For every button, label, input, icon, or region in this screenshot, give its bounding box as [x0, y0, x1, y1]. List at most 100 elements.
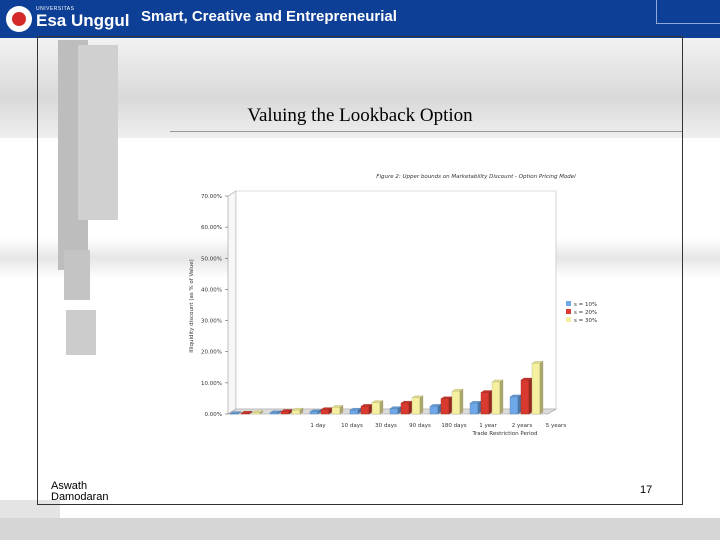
legend-swatch: [566, 317, 571, 322]
header-corner-box: [656, 0, 720, 24]
bar: [280, 409, 293, 415]
bottom-bar: [0, 518, 720, 540]
page-number: 17: [640, 484, 653, 496]
bar: [331, 405, 344, 415]
bar-side: [259, 410, 264, 415]
x-tick-label: 10 days: [341, 423, 363, 429]
bar-front: [320, 409, 330, 415]
decor-square: [64, 250, 90, 300]
legend-label: s = 20%: [574, 310, 597, 316]
bar-front: [440, 398, 450, 415]
y-tick-label: 50.00%: [201, 256, 222, 262]
logo-name: Esa Unggul: [36, 11, 130, 30]
x-tick-label: 90 days: [409, 423, 431, 429]
bar-front: [480, 392, 490, 415]
y-tick-label: 70.00%: [201, 194, 222, 200]
bar: [520, 377, 533, 415]
bar-front: [429, 406, 439, 415]
bar-side: [408, 400, 413, 415]
bar-side: [517, 394, 522, 415]
y-tick-label: 60.00%: [201, 225, 222, 231]
y-tick-label: 10.00%: [201, 381, 222, 387]
bar-front: [469, 403, 479, 415]
bar-front: [309, 411, 319, 415]
bar-side: [499, 379, 504, 415]
bar: [371, 400, 384, 415]
bar: [320, 407, 333, 415]
bar-front: [291, 409, 301, 415]
x-tick-label: 5 years: [546, 423, 567, 429]
x-tick-label: 1 year: [479, 423, 497, 429]
legend-swatch: [566, 309, 571, 314]
bar: [240, 410, 253, 415]
logo-emblem-icon: [6, 6, 32, 32]
bar-front: [251, 412, 261, 415]
y-tick-label: 40.00%: [201, 287, 222, 293]
bar: [269, 410, 282, 415]
bar-side: [459, 388, 464, 415]
bar-side: [488, 390, 493, 415]
bar-front: [349, 409, 359, 415]
bar-side: [248, 410, 253, 415]
bar-front: [491, 381, 501, 415]
plot-area: 0.00% 10.00% 20.00% 30.00% 40.00% 50.00% 60.00…: [201, 190, 567, 429]
title-divider: [170, 131, 682, 132]
bar-side: [528, 377, 533, 415]
bar: [389, 406, 402, 415]
x-tick-label: 180 days: [441, 423, 466, 429]
chart-title: Figure 2: Upper bounds on Marketability …: [376, 174, 576, 180]
bar-side: [477, 400, 482, 415]
bar-side: [339, 405, 344, 415]
x-axis-label: Trade Restriction Period: [471, 431, 537, 437]
x-tick-label: 1 day: [310, 423, 326, 429]
bar-front: [360, 406, 370, 415]
university-logo[interactable]: UNIVERSITAS Esa Unggul: [6, 4, 130, 34]
bar-front: [269, 412, 279, 415]
bar-side: [448, 396, 453, 415]
header-tagline: Smart, Creative and Entrepreneurial: [141, 8, 397, 25]
bar: [509, 394, 522, 415]
bar-front: [280, 411, 290, 415]
bar-side: [379, 400, 384, 415]
bar-side: [419, 395, 424, 415]
bar-front: [520, 379, 530, 415]
bar: [429, 404, 442, 415]
bar-front: [411, 397, 421, 415]
bar-front: [451, 390, 461, 415]
decor-square: [66, 310, 96, 355]
bar: [400, 400, 413, 415]
author-name: Aswath Damodaran: [51, 480, 109, 503]
y-tick-label: 20.00%: [201, 350, 222, 356]
bar-front: [531, 363, 541, 415]
bar-side: [237, 411, 242, 415]
bar-front: [509, 396, 519, 415]
bar: [360, 404, 373, 415]
bar: [291, 407, 304, 415]
legend-swatch: [566, 301, 571, 306]
side-wall: [227, 190, 237, 415]
back-wall: [235, 190, 557, 410]
chart-legend: s = 10% s = 20% s = 30%: [566, 301, 597, 324]
bar-front: [371, 402, 381, 415]
background-band: [0, 38, 720, 138]
legend-label: s = 10%: [574, 302, 597, 308]
slide-frame: [37, 36, 683, 505]
bar: [531, 360, 544, 415]
bar-side: [539, 360, 544, 415]
bar: [469, 400, 482, 415]
y-axis-label: Illiquidity discount (as % of Value): [189, 259, 195, 352]
bar-front: [389, 408, 399, 415]
bar-front: [400, 402, 410, 415]
bar: [411, 395, 424, 415]
bar: [349, 407, 362, 415]
x-tick-label: 30 days: [375, 423, 397, 429]
bar-front: [331, 407, 341, 415]
y-tick-label: 30.00%: [201, 319, 222, 325]
slide-title: Valuing the Lookback Option: [247, 105, 473, 126]
bar: [480, 390, 493, 415]
logo-small-text: UNIVERSITAS: [36, 6, 75, 12]
bar: [451, 388, 464, 415]
decor-square: [78, 45, 118, 220]
bar: [491, 379, 504, 415]
